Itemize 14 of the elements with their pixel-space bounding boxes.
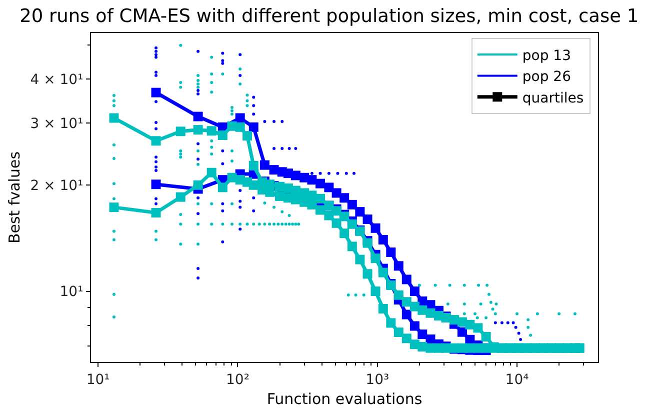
y-tick-label: 4 × 10¹ xyxy=(30,72,84,88)
x-tick-label: 10⁴ xyxy=(505,372,530,388)
y-tick-label: 2 × 10¹ xyxy=(30,178,84,194)
x-axis-title: Function evaluations xyxy=(266,390,422,408)
y-axis-title: Best fvalues xyxy=(5,151,24,244)
legend-label: pop 26 xyxy=(522,69,572,86)
x-tick-label: 10¹ xyxy=(86,372,110,388)
legend-label: pop 13 xyxy=(522,48,572,64)
x-tick-label: 10³ xyxy=(366,372,390,388)
y-tick-label: 3 × 10¹ xyxy=(30,116,84,132)
x-tick-label: 10² xyxy=(226,372,250,388)
y-tick-label: 10¹ xyxy=(60,284,84,300)
legend-label: quartiles xyxy=(522,90,584,106)
chart-title: 20 runs of CMA-ES with different population sizes, min cost, case 1 xyxy=(20,6,639,28)
